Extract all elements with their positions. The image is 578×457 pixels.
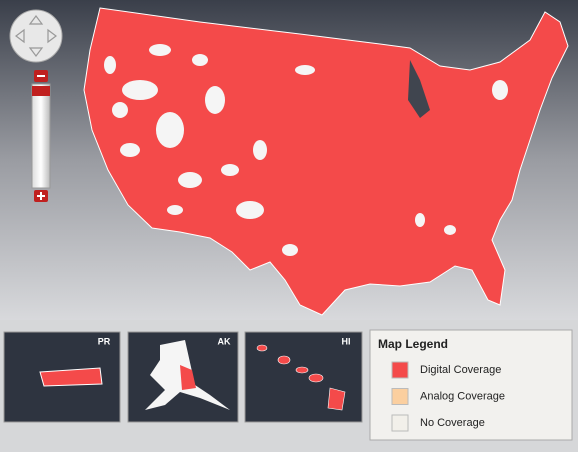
legend-title: Map Legend: [378, 337, 448, 351]
inset-label: AK: [218, 336, 231, 346]
zoom-slider[interactable]: [31, 70, 51, 202]
pan-control[interactable]: [9, 9, 63, 63]
inset-pr[interactable]: PR: [3, 331, 121, 423]
legend-swatch: [391, 388, 409, 405]
inset-ak[interactable]: AK: [127, 331, 239, 423]
inset-hi[interactable]: HI: [244, 331, 363, 423]
inset-label: HI: [342, 336, 351, 346]
us-map: [83, 7, 569, 316]
legend-label: No Coverage: [420, 417, 485, 429]
coverage-area: [83, 7, 569, 316]
legend-label: Analog Coverage: [420, 390, 505, 402]
legend: Map Legend Digital Coverage Analog Covera…: [369, 329, 573, 441]
legend-swatch: [391, 414, 409, 432]
legend-swatch: [391, 361, 409, 379]
no-coverage-areas: [104, 44, 508, 256]
inset-label: PR: [98, 336, 111, 346]
lake-michigan: [408, 60, 430, 118]
legend-label: Digital Coverage: [420, 364, 501, 376]
